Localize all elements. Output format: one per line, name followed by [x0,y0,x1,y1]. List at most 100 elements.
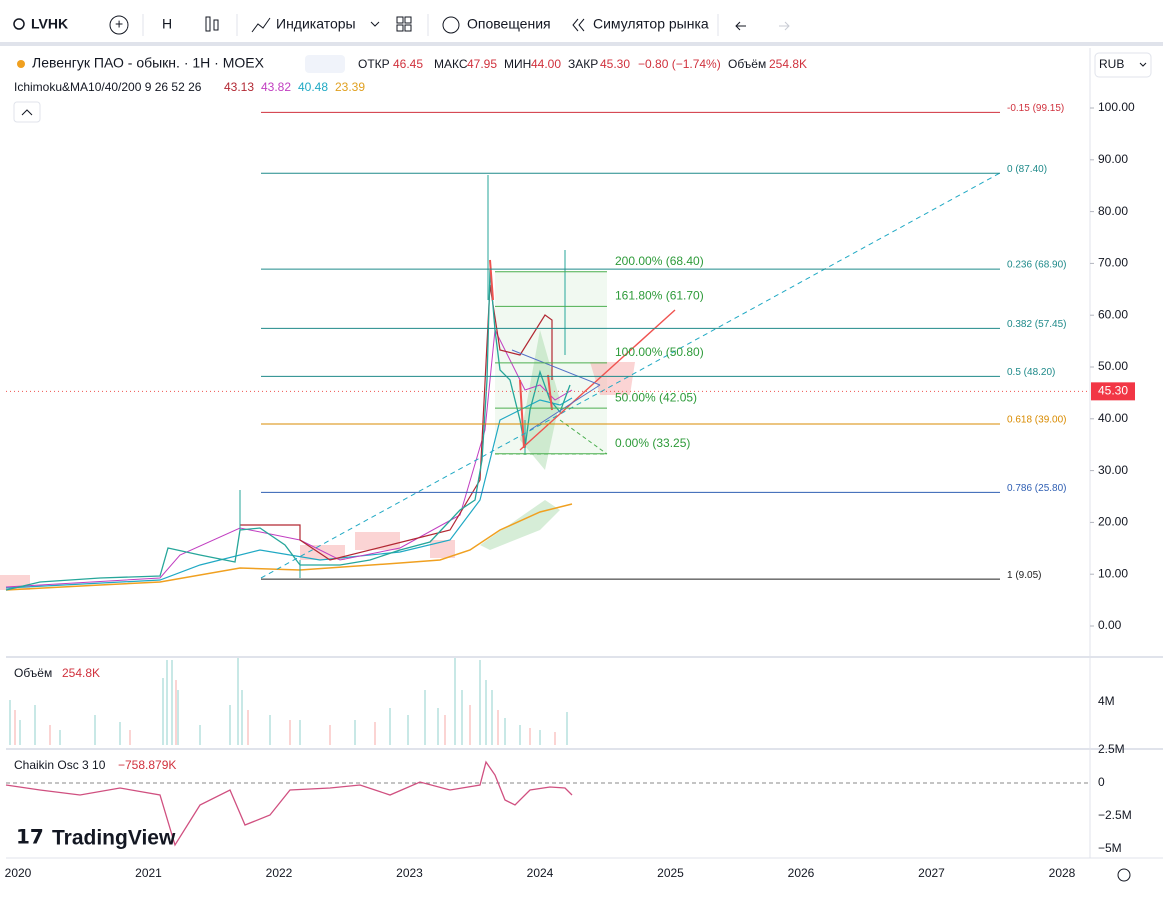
volume-bars [14,680,556,745]
toolbar: LVHK + H Индикаторы Оповещения Симулятор… [0,14,1163,46]
fib-label: 0.382 (57.45) [1007,319,1067,330]
chaikin-axis-label: 0 [1098,775,1105,789]
chaikin-title: Chaikin Osc 3 10 [14,758,106,772]
projection-label: 200.00% (68.40) [615,254,704,268]
search-icon[interactable] [13,18,25,30]
time-tick-label: 2026 [788,866,815,880]
collapse-icon [21,109,33,116]
indicator-name: Ichimoku&MA10/40/200 9 26 52 26 [14,80,202,94]
fib-label: 0.236 (68.90) [1007,260,1067,271]
time-tick-label: 2021 [135,866,162,880]
time-tick-label: 2028 [1049,866,1076,880]
indicators-button[interactable]: Индикаторы [276,16,356,32]
indicator-value: 43.13 [224,80,254,94]
price-tick-label: 100.00 [1098,100,1135,114]
candle-bodies [489,259,553,449]
volume-title: Объём [14,666,52,680]
price-tick-label: 80.00 [1098,204,1128,218]
redo-button[interactable] [779,21,790,31]
alerts-button[interactable]: Оповещения [467,16,551,32]
price-tick-label: 70.00 [1098,256,1128,270]
indicator-value: 43.82 [261,80,291,94]
volume-pane: Объём 254.8K 4M 2.5M [9,658,1125,756]
dropdown-icon[interactable] [370,21,380,27]
time-tick-label: 2020 [5,866,32,880]
chaikin-pane: Chaikin Osc 3 10 −758.879K 0 −2.5M −5M 𝟭… [5,758,1132,855]
indicator-value: 40.48 [298,80,328,94]
settings-button[interactable] [1117,868,1131,882]
add-icon: + [115,16,123,32]
current-price-label: 45.30 [1098,384,1128,398]
chaikin-axis-label: −2.5M [1098,808,1132,822]
time-tick-label: 2022 [266,866,293,880]
ma40 [5,397,573,589]
volume-pane-value: 254.8K [62,666,100,680]
indicators-icon [251,17,271,33]
alerts-icon [442,16,460,34]
price-tick-label: 10.00 [1098,566,1128,580]
projection-label: 100.00% (50.80) [615,345,704,359]
price-axis: 100.00 90.00 80.00 70.00 60.00 50.00 40.00 30.0… [6,100,1135,632]
replay-button[interactable]: Симулятор рынка [593,16,709,32]
logo-mark: 𝟭𝟳 [16,826,44,848]
price-tick-label: 60.00 [1098,307,1128,321]
ohlc-close-label: ЗАКР [568,57,598,71]
replay-icon [572,18,585,32]
chart-type-icon[interactable] [205,16,211,32]
ohlc-open: 46.45 [393,57,423,71]
add-button[interactable] [109,15,129,35]
instrument-title: Левенгук ПАО - обыкн. · 1H · MOEX [32,55,265,71]
fib-label: 1 (9.05) [1007,570,1041,581]
symbol-logo [17,60,25,68]
ma10 [5,328,573,588]
indicator-values: 43.13 43.82 40.48 23.39 [224,80,365,94]
ohlc-high-label: МАКС [434,57,468,71]
ma200 [5,503,573,591]
currency[interactable]: RUB [1099,57,1124,71]
price-tick-label: 0.00 [1098,618,1122,632]
price-tick-label: 90.00 [1098,152,1128,166]
trend-line [260,172,1001,579]
fib-label: 0.786 (25.80) [1007,483,1067,494]
legend: Левенгук ПАО - обыкн. · 1H · MOEX ОТКР 4… [13,52,1152,123]
symbol[interactable]: LVHK [31,16,68,32]
fib-label: 0 (87.40) [1007,164,1047,175]
projection-label: 50.00% (42.05) [615,390,697,404]
volume-bars [9,658,568,745]
compare-badge[interactable] [305,55,345,73]
volume-axis-label: 4M [1098,694,1115,708]
ohlc-low-label: МИН [504,57,531,71]
chaikin-value: −758.879K [118,758,176,772]
candle-wicks [239,175,566,578]
ohlc-close: 45.30 [600,57,630,71]
interval[interactable]: H [162,16,172,32]
triangle [511,349,601,431]
time-axis: 2020 2021 2022 2023 2024 2025 2026 2027 2028 [5,866,1076,880]
ohlc-change: −0.80 (−1.74%) [638,57,721,71]
chaikin-axis-label: −5M [1098,841,1122,855]
indicator-value: 23.39 [335,80,365,94]
ohlc-low: 44.00 [531,57,561,71]
projection-label: 0.00% (33.25) [615,436,690,450]
ichimoku-base [240,284,553,561]
currency-button[interactable] [1094,52,1152,78]
price-candles [5,269,571,591]
price-tick-label: 20.00 [1098,515,1128,529]
dropdown-icon [1139,62,1147,67]
chart-type-icon [213,19,219,31]
collapse-button[interactable] [13,101,41,123]
price-tick-label: 40.00 [1098,411,1128,425]
volume-label: Объём [728,57,766,71]
price-tick-label: 50.00 [1098,359,1128,373]
layout-icon[interactable] [396,16,412,32]
time-tick-label: 2023 [396,866,423,880]
current-price-badge [1091,382,1135,401]
ohlc-high: 47.95 [467,57,497,71]
undo-button[interactable] [735,21,746,31]
fib-label: 0.618 (39.00) [1007,415,1067,426]
projection-label: 161.80% (61.70) [615,289,704,303]
trend-line [519,309,676,451]
fib-label: -0.15 (99.15) [1007,103,1064,114]
price-tick-label: 30.00 [1098,463,1128,477]
ohlc-open-label: ОТКР [358,57,390,71]
